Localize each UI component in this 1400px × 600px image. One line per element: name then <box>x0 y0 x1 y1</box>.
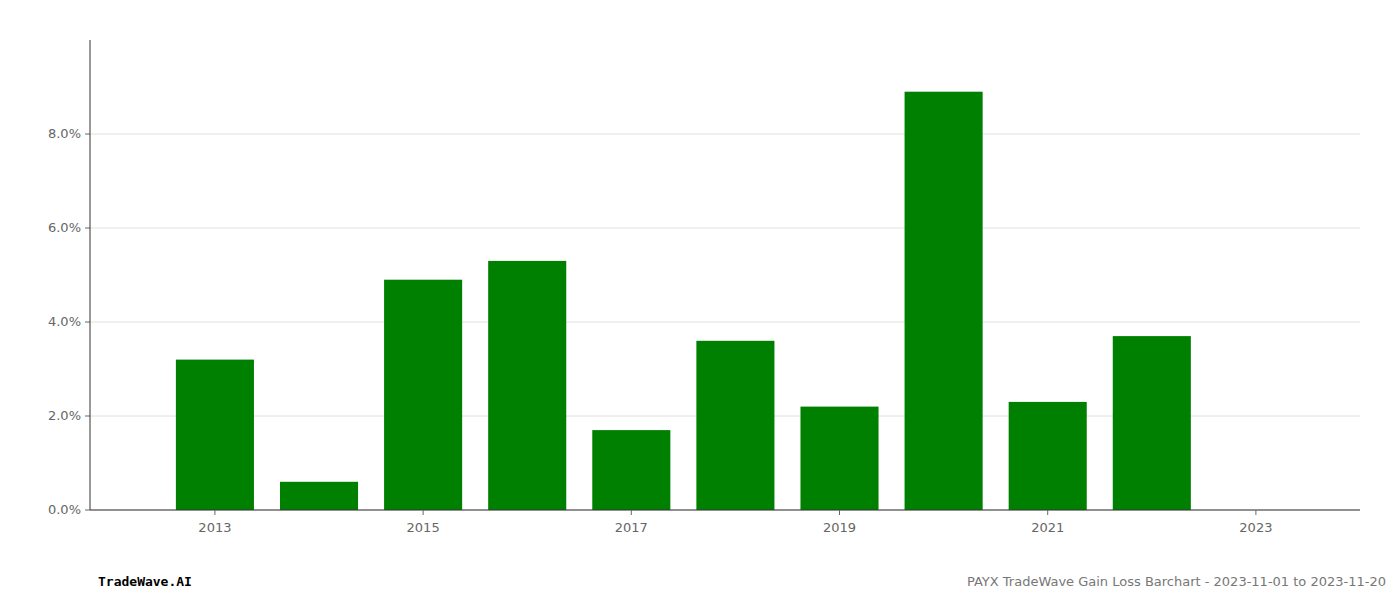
bar <box>696 341 774 510</box>
bar <box>1009 402 1087 510</box>
y-tick <box>85 134 90 135</box>
x-tick <box>214 510 215 515</box>
bar <box>384 280 462 510</box>
x-tick-label: 2023 <box>1239 520 1272 535</box>
y-tick <box>85 416 90 417</box>
y-tick-label: 2.0% <box>48 408 81 423</box>
x-tick <box>631 510 632 515</box>
y-tick-label: 0.0% <box>48 502 81 517</box>
x-tick <box>1255 510 1256 515</box>
bar <box>800 407 878 510</box>
x-tick <box>423 510 424 515</box>
bar <box>592 430 670 510</box>
bar <box>176 360 254 510</box>
x-tick <box>1047 510 1048 515</box>
x-tick-label: 2015 <box>407 520 440 535</box>
y-tick-label: 6.0% <box>48 220 81 235</box>
bar <box>905 92 983 510</box>
grid-line <box>90 510 1360 511</box>
bar <box>488 261 566 510</box>
y-axis: 0.0% 2.0% 4.0% 6.0% 8.0% <box>48 40 90 517</box>
y-tick <box>85 510 90 511</box>
grid-line <box>90 134 1360 135</box>
bar <box>280 482 358 510</box>
x-tick <box>839 510 840 515</box>
y-tick <box>85 322 90 323</box>
x-tick-label: 2013 <box>198 520 231 535</box>
x-axis: 2013 2015 2017 2019 2021 2023 <box>90 510 1360 535</box>
y-axis-line <box>90 40 91 510</box>
y-tick <box>85 228 90 229</box>
bars <box>176 92 1191 510</box>
x-tick-label: 2019 <box>823 520 856 535</box>
footer-right: PAYX TradeWave Gain Loss Barchart - 2023… <box>967 574 1386 589</box>
x-axis-line <box>90 510 1360 511</box>
grid-line <box>90 322 1360 323</box>
y-tick-label: 8.0% <box>48 126 81 141</box>
grid <box>90 134 1360 510</box>
y-tick-label: 4.0% <box>48 314 81 329</box>
bar <box>1113 336 1191 510</box>
x-tick-label: 2021 <box>1031 520 1064 535</box>
footer-left: TradeWave.AI <box>98 574 192 589</box>
grid-line <box>90 228 1360 229</box>
chart: 0.0% 2.0% 4.0% 6.0% 8.0% 2013 2015 2017 2019 2021… <box>0 0 1400 600</box>
x-tick-label: 2017 <box>615 520 648 535</box>
